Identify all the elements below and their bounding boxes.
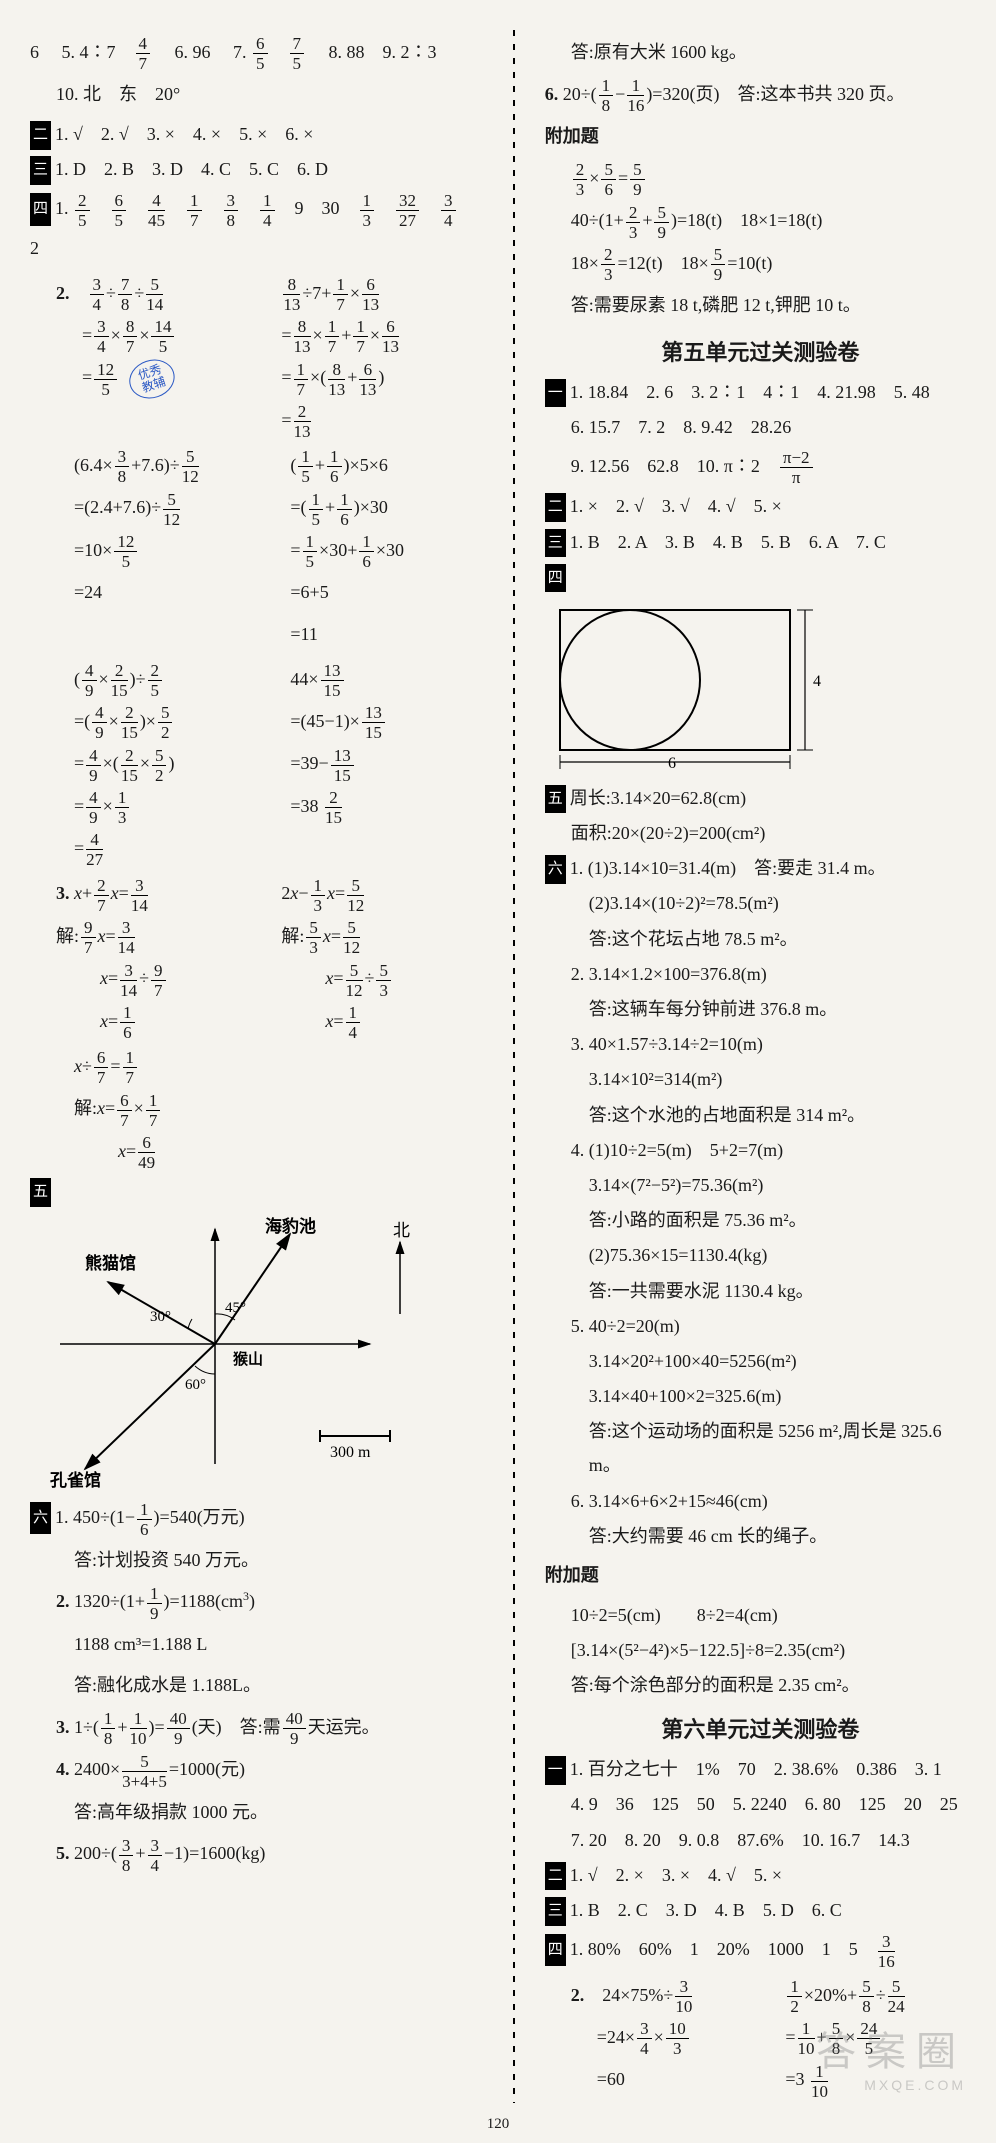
svg-text:30°: 30°	[150, 1309, 171, 1325]
line: 答:这个花坛占地 78.5 m²。	[545, 922, 976, 956]
line: 10÷2=5(cm) 8÷2=4(cm)	[545, 1598, 976, 1632]
ans: 答:高年级捐款 1000 元。	[30, 1793, 483, 1832]
line: 3. 40×1.57÷3.14÷2=10(m)	[545, 1027, 976, 1061]
sec6-5: 5. 200÷(38+34−1)=1600(kg)	[30, 1834, 483, 1873]
column-divider	[513, 30, 515, 2103]
line: 5. 40÷2=20(m)	[545, 1309, 976, 1343]
svg-text:猴山: 猴山	[233, 1350, 263, 1368]
mid: 1188 cm³=1.188 L	[30, 1625, 483, 1664]
u6s1c: 7. 20 8. 20 9. 0.8 87.6% 10. 16.7 14.3	[545, 1823, 976, 1857]
svg-text:4: 4	[813, 673, 821, 690]
unit6-title: 第六单元过关测验卷	[545, 1712, 976, 1744]
u5s2: 二1. × 2. √ 3. √ 4. √ 5. ×	[545, 489, 976, 523]
line: 3.14×10²=314(m²)	[545, 1062, 976, 1096]
u6s2: 二1. √ 2. × 3. × 4. √ 5. ×	[545, 1858, 976, 1892]
extra-title: 附加题	[545, 117, 976, 156]
compass-diagram: 海豹池 北 熊猫馆 30° 45° 60° 猴山 孔雀馆 300 m	[30, 1214, 483, 1494]
eq-pair: 3. x+27x=314 解:97x=314 x=314÷97 x=16 2x−…	[30, 871, 483, 1044]
u6s3: 三1. B 2. C 3. D 4. B 5. D 6. C	[545, 1893, 976, 1927]
svg-text:60°: 60°	[185, 1377, 206, 1393]
circle-in-rectangle: 4 6	[545, 600, 976, 775]
watermark: 答案圈 MXQE.COM	[816, 2019, 966, 2093]
line: 答:这个运动场的面积是 5256 m²,周长是 325.6 m。	[545, 1414, 976, 1482]
left-column: 6 5. 4∶7 47 6. 96 7. 65 75 8. 88 9. 2∶3 …	[30, 30, 483, 2103]
sec6-4: 4. 2400×53+4+5=1000(元)	[30, 1750, 483, 1789]
line: 4. (1)10÷2=5(m) 5+2=7(m)	[545, 1133, 976, 1167]
line: (2)3.14×(10÷2)²=78.5(m²)	[545, 886, 976, 920]
ans: 答:计划投资 540 万元。	[30, 1541, 483, 1580]
ans: 答:融化成水是 1.188L。	[30, 1666, 483, 1705]
line: 2. 3.14×1.2×100=376.8(m)	[545, 957, 976, 991]
u6s1b: 4. 9 36 125 50 5. 2240 6. 80 125 20 25	[545, 1787, 976, 1821]
line: 40÷(1+23+59)=18(t) 18×1=18(t)	[545, 201, 976, 240]
sec5-head: 五	[30, 1174, 483, 1208]
line: 答:这辆车每分钟前进 376.8 m。	[545, 992, 976, 1026]
u6s1a: 一1. 百分之七十 1% 70 2. 38.6% 0.386 3. 1	[545, 1752, 976, 1786]
line: 答:一共需要水泥 1130.4 kg。	[545, 1274, 976, 1308]
svg-text:熊猫馆: 熊猫馆	[85, 1253, 136, 1273]
line: 答:小路的面积是 75.36 m²。	[545, 1203, 976, 1237]
sec3: 三1. D 2. B 3. D 4. C 5. C 6. D	[30, 152, 483, 186]
u5s3: 三1. B 2. A 3. B 4. B 5. B 6. A 7. C	[545, 525, 976, 559]
u5s1b: 6. 15.7 7. 2 8. 9.42 28.26	[545, 410, 976, 444]
line: 答:每个涂色部分的面积是 2.35 cm²。	[545, 1668, 976, 1702]
u5extra-title: 附加题	[545, 1556, 976, 1595]
calc-pair: (49×215)÷25 =(49×215)×52 =49×(215×52) =4…	[30, 657, 483, 872]
line: 答:需要尿素 18 t,磷肥 12 t,钾肥 10 t。	[545, 286, 976, 325]
line: 6. 3.14×6+6×2+15≈46(cm)	[545, 1484, 976, 1518]
svg-text:北: 北	[393, 1221, 410, 1240]
line: 答:这个水池的占地面积是 314 m²。	[545, 1098, 976, 1132]
u5s1a: 一1. 18.84 2. 6 3. 2∶1 4∶1 4. 21.98 5. 48	[545, 375, 976, 409]
svg-text:海豹池: 海豹池	[265, 1216, 316, 1236]
svg-text:孔雀馆: 孔雀馆	[50, 1470, 101, 1490]
svg-text:300 m: 300 m	[330, 1444, 371, 1461]
sec6-2: 2. 1320÷(1+19)=1188(cm3)	[30, 1582, 483, 1621]
sec6-1: 六1. 450÷(1−16)=540(万元)	[30, 1498, 483, 1537]
line: 6. 20÷(18−116)=320(页) 答:这本书共 320 页。	[545, 75, 976, 114]
right-column: 答:原有大米 1600 kg。 6. 20÷(18−116)=320(页) 答:…	[545, 30, 976, 2103]
u5five: 五周长:3.14×20=62.8(cm)	[545, 781, 976, 815]
u5six: 六1. (1)3.14×10=31.4(m) 答:要走 31.4 m。	[545, 851, 976, 885]
line: (2)75.36×15=1130.4(kg)	[545, 1238, 976, 1272]
page-number: 120	[487, 2116, 510, 2133]
unit5-title: 第五单元过关测验卷	[545, 335, 976, 367]
line: 23×56=59	[545, 159, 976, 198]
tutor-stamp-icon: 优秀教辅	[124, 354, 180, 405]
line: 3.14×20²+100×40=5256(m²)	[545, 1344, 976, 1378]
sec4-q1: 四1. 25 65 445 17 38 14 9 30 13 3227 34 2	[30, 189, 483, 267]
line: 18×23=12(t) 18×59=10(t)	[545, 244, 976, 283]
u5s4-head: 四	[545, 560, 976, 594]
u5five-b: 面积:20×(20÷2)=200(cm²)	[545, 816, 976, 850]
u6s4q1: 四1. 80% 60% 1 20% 1000 1 5 316	[545, 1930, 976, 1969]
svg-text:45°: 45°	[225, 1300, 246, 1316]
svg-text:6: 6	[668, 755, 676, 770]
sec6-3: 3. 1÷(18+110)=409(天) 答:需409天运完。	[30, 1708, 483, 1747]
line: 3.14×(7²−5²)=75.36(m²)	[545, 1168, 976, 1202]
line: [3.14×(5²−4²)×5−122.5]÷8=2.35(cm²)	[545, 1633, 976, 1667]
eq-single: x÷67=17 解:x=67×17 x=649	[30, 1047, 483, 1171]
sec2: 二1. √ 2. √ 3. × 4. × 5. × 6. ×	[30, 117, 483, 151]
line: 6 5. 4∶7 47 6. 96 7. 65 75 8. 88 9. 2∶3	[30, 33, 483, 72]
calc-pair: (6.4×38+7.6)÷512 =(2.4+7.6)÷512 =10×125 …	[30, 443, 483, 657]
line: 答:大约需要 46 cm 长的绳子。	[545, 1519, 976, 1553]
line: 答:原有大米 1600 kg。	[545, 33, 976, 72]
calc-pair: 2. 34÷78÷514 =34×87×145 =125优秀教辅 813÷7+1…	[30, 271, 483, 444]
line: 3.14×40+100×2=325.6(m)	[545, 1379, 976, 1413]
line: 10. 北 东 20°	[30, 75, 483, 114]
u5s1c: 9. 12.56 62.8 10. π∶2 π−2π	[545, 447, 976, 486]
